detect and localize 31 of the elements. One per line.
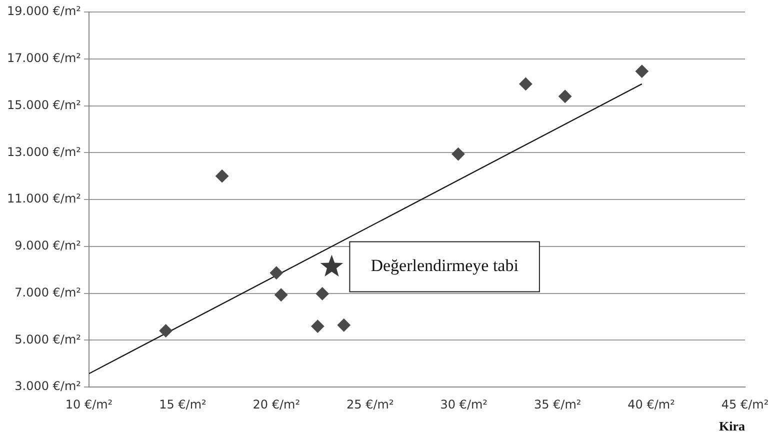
y-tick-label: 9.000 €/m² (14, 238, 82, 252)
point (558, 90, 572, 103)
x-tick-label: 25 €/m² (346, 397, 394, 412)
x-tick-label: 45 €/m² (721, 397, 769, 412)
y-tick-label: 19.000 €/m² (6, 4, 82, 18)
x-axis-title: Kira (719, 418, 746, 434)
x-tick-label: 40 €/m² (628, 397, 676, 412)
point (320, 254, 344, 276)
x-tick-label: 35 €/m² (534, 397, 582, 412)
point (274, 288, 288, 302)
x-tick-label: 30 €/m² (440, 397, 488, 412)
y-tick-label: 3.000 €/m² (14, 379, 82, 394)
point (316, 287, 329, 300)
y-tick-label: 7.000 €/m² (14, 285, 82, 300)
x-tick-label: 20 €/m² (252, 397, 300, 412)
y-tick-label: 5.000 €/m² (14, 332, 82, 346)
point (519, 77, 532, 90)
point (635, 64, 648, 78)
annotation: Değerlendirmeye tabi (370, 256, 519, 276)
point (337, 318, 350, 332)
y-tick-label: 15.000 €/m² (6, 98, 82, 112)
x-tick-label: 10 €/m² (65, 397, 113, 412)
point (270, 266, 283, 280)
point (452, 148, 465, 161)
point (216, 170, 229, 183)
x-tick-label: 15 €/m² (159, 397, 207, 412)
point (311, 320, 324, 333)
y-tick-label: 17.000 €/m² (6, 51, 82, 65)
y-tick-label: 11.000 €/m² (6, 192, 82, 206)
point (159, 324, 172, 338)
y-tick-label: 13.000 €/m² (6, 144, 82, 159)
